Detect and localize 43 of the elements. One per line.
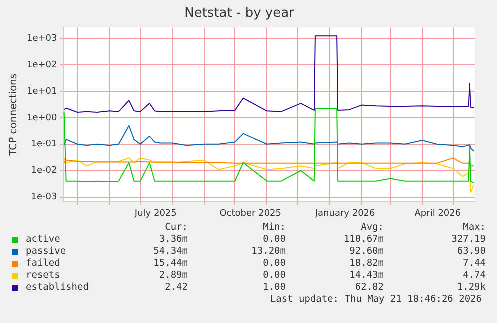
text: 0.00 bbox=[262, 258, 287, 270]
text: 54.34m bbox=[152, 246, 189, 258]
text: Cur: bbox=[164, 222, 189, 234]
text: 327.19 bbox=[450, 234, 487, 246]
text: 1.00 bbox=[262, 282, 287, 294]
legend-label: failed bbox=[26, 258, 62, 270]
text: 62.82 bbox=[354, 282, 385, 294]
text: 14.43m bbox=[348, 270, 385, 282]
text: 0.00 bbox=[262, 234, 287, 246]
x-tick-label: July 2025 bbox=[134, 208, 177, 219]
text: 92.60m bbox=[348, 246, 385, 258]
y-tick-label: 1e+03 bbox=[26, 34, 58, 44]
text: 3.36m bbox=[158, 234, 189, 246]
text: 63.90 bbox=[456, 246, 487, 258]
legend-label: established bbox=[26, 282, 90, 294]
y-tick-label: 1e+00 bbox=[26, 113, 58, 124]
y-tick-label: 1e-02 bbox=[31, 166, 58, 176]
text: 4.74 bbox=[462, 270, 487, 282]
chart-title: Netstat - by year bbox=[184, 6, 296, 22]
text: 110.67m bbox=[342, 234, 385, 246]
text: Avg: bbox=[360, 222, 385, 234]
text: 0.00 bbox=[262, 270, 287, 282]
text: 2.42 bbox=[164, 282, 189, 294]
text: Last update: Thu May 21 18:46:26 2026 bbox=[269, 294, 483, 306]
legend-label: active bbox=[26, 234, 62, 246]
x-tick-label: October 2025 bbox=[220, 208, 282, 219]
text: 15.44m bbox=[152, 258, 189, 270]
text: 2.89m bbox=[158, 270, 189, 282]
legend-label: passive bbox=[26, 246, 68, 258]
y-tick-label: 1e-01 bbox=[31, 140, 58, 150]
y-tick-label: 1e+02 bbox=[26, 60, 58, 70]
text: 7.44 bbox=[462, 258, 487, 270]
text: Max: bbox=[462, 222, 487, 234]
text: 18.82m bbox=[348, 258, 385, 270]
x-tick-label: April 2026 bbox=[414, 208, 462, 219]
legend-label: resets bbox=[26, 270, 62, 282]
text: 1.29k bbox=[456, 282, 487, 294]
y-axis-title: TCP connections bbox=[8, 74, 20, 157]
text: 13.20m bbox=[250, 246, 287, 258]
x-tick-label: January 2026 bbox=[314, 208, 376, 219]
y-tick-label: 1e+01 bbox=[26, 86, 58, 97]
text: Min: bbox=[262, 222, 287, 234]
y-tick-label: 1e-03 bbox=[31, 192, 58, 203]
